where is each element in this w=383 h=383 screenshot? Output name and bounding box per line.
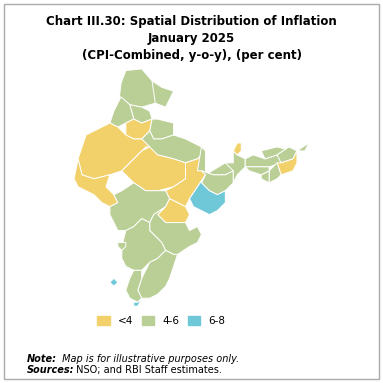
Polygon shape (130, 105, 152, 123)
Polygon shape (165, 147, 205, 207)
Polygon shape (142, 131, 205, 163)
Polygon shape (110, 97, 134, 127)
Polygon shape (119, 69, 162, 107)
Polygon shape (233, 143, 241, 155)
Polygon shape (138, 250, 178, 298)
Title: Chart III.30: Spatial Distribution of Inflation
January 2025
(CPI-Combined, y-o-: Chart III.30: Spatial Distribution of In… (46, 15, 337, 62)
Polygon shape (150, 119, 173, 139)
Polygon shape (110, 183, 170, 231)
Polygon shape (158, 199, 190, 223)
Text: Sources:: Sources: (27, 365, 74, 375)
Polygon shape (126, 119, 152, 139)
Polygon shape (277, 151, 297, 175)
Polygon shape (126, 270, 142, 302)
Polygon shape (277, 147, 297, 163)
Legend: <4, 4-6, 6-8: <4, 4-6, 6-8 (93, 312, 230, 331)
Polygon shape (122, 219, 165, 270)
Polygon shape (144, 135, 152, 141)
Text: NSO; and RBI Staff estimates.: NSO; and RBI Staff estimates. (73, 365, 222, 375)
Polygon shape (201, 171, 233, 195)
Polygon shape (110, 278, 118, 286)
Polygon shape (225, 151, 245, 183)
Polygon shape (261, 171, 269, 183)
Text: Map is for illustrative purposes only.: Map is for illustrative purposes only. (59, 354, 240, 364)
Text: Note:: Note: (27, 354, 57, 364)
Polygon shape (190, 175, 225, 214)
Polygon shape (122, 147, 198, 191)
Polygon shape (152, 81, 173, 107)
Polygon shape (134, 298, 142, 306)
Polygon shape (245, 147, 297, 167)
Polygon shape (261, 143, 309, 159)
Polygon shape (150, 207, 201, 254)
Polygon shape (269, 163, 281, 183)
Polygon shape (245, 167, 269, 175)
Polygon shape (78, 123, 150, 179)
Polygon shape (74, 159, 118, 207)
Polygon shape (118, 242, 126, 250)
Polygon shape (198, 147, 233, 175)
